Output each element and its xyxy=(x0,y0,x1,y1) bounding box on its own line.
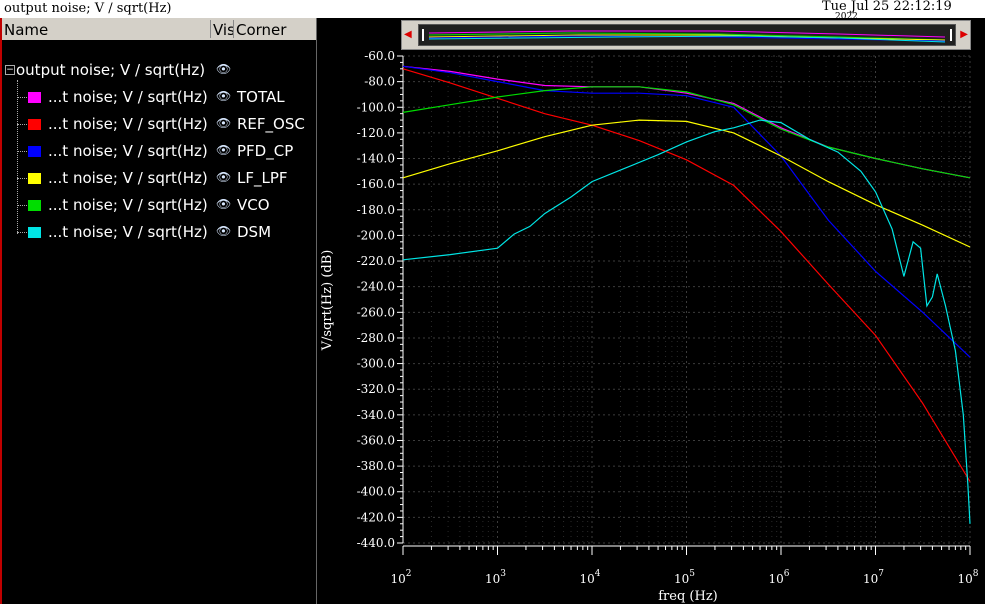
tree-branch xyxy=(17,178,29,179)
tree-branch xyxy=(17,97,29,98)
series-line-pfd_cp xyxy=(402,65,971,358)
group-label: output noise; V / sqrt(Hz) xyxy=(16,61,206,79)
legend-item-corner: TOTAL xyxy=(237,88,285,106)
legend-item-label[interactable]: ...t noise; V / sqrt(Hz) xyxy=(48,115,208,133)
legend-item-label[interactable]: ...t noise; V / sqrt(Hz) xyxy=(48,169,208,187)
y-tick-label: -420.0 xyxy=(357,510,395,524)
series-color-swatch xyxy=(28,173,41,184)
overview-scrollbar[interactable]: ◀ ▶ xyxy=(401,20,971,50)
legend-item-corner: DSM xyxy=(237,223,272,241)
scroll-right-arrow-icon[interactable]: ▶ xyxy=(960,29,968,40)
y-tick-label: -240.0 xyxy=(357,280,395,294)
series-line-dsm xyxy=(402,119,971,524)
x-axis-label: freq (Hz) xyxy=(658,589,718,604)
y-tick-label: -280.0 xyxy=(357,331,395,345)
y-tick-label: -100.0 xyxy=(357,100,395,114)
legend-item-corner: PFD_CP xyxy=(237,142,294,160)
series-color-swatch xyxy=(28,200,41,211)
series-color-swatch xyxy=(28,146,41,157)
visibility-eye-icon[interactable]: 👁 xyxy=(216,224,232,238)
year-label: 2022 xyxy=(835,12,858,18)
legend-item-label[interactable]: ...t noise; V / sqrt(Hz) xyxy=(48,223,208,241)
y-tick-label: -320.0 xyxy=(357,382,395,396)
y-tick-label: -260.0 xyxy=(357,305,395,319)
datetime-label: Tue Jul 25 22:12:19 xyxy=(822,0,952,14)
window-title: output noise; V / sqrt(Hz) xyxy=(4,1,172,16)
y-tick-label: -120.0 xyxy=(357,126,395,140)
legend-header: Name Vis Corner xyxy=(2,18,316,40)
legend-item-label[interactable]: ...t noise; V / sqrt(Hz) xyxy=(48,88,208,106)
y-tick-label: -340.0 xyxy=(357,408,395,422)
overview-trace xyxy=(428,30,946,38)
x-tick-label: 102 xyxy=(390,569,411,586)
overview-preview xyxy=(422,29,952,43)
x-tick-label: 108 xyxy=(957,569,978,586)
series-line-lf_lpf xyxy=(402,119,971,248)
series-line-total xyxy=(402,65,971,179)
title-bar: output noise; V / sqrt(Hz) Tue Jul 25 22… xyxy=(0,0,985,18)
x-tick-label: 106 xyxy=(768,569,789,586)
overview-trace xyxy=(428,35,946,43)
tree-branch xyxy=(17,205,29,206)
overview-thumb[interactable] xyxy=(418,24,956,46)
tree-branch xyxy=(17,151,29,152)
legend-panel: Name Vis Corner − output noise; V / sqrt… xyxy=(2,18,317,604)
column-separator[interactable] xyxy=(233,20,234,38)
x-tick-label: 104 xyxy=(579,569,600,586)
x-tick-label: 105 xyxy=(674,569,695,586)
series-color-swatch xyxy=(28,92,41,103)
y-tick-label: -60.0 xyxy=(364,49,395,63)
chart-series xyxy=(402,65,971,524)
scroll-left-arrow-icon[interactable]: ◀ xyxy=(404,29,412,40)
chart-axes: -60.0 -80.0 -100.0 -120.0 -140.0 -160.0 -180.0… xyxy=(357,49,979,586)
visibility-eye-icon[interactable]: 👁 xyxy=(216,116,232,130)
visibility-eye-icon[interactable]: 👁 xyxy=(216,197,232,211)
legend-item-label[interactable]: ...t noise; V / sqrt(Hz) xyxy=(48,196,208,214)
column-corner[interactable]: Corner xyxy=(236,21,287,39)
y-tick-label: -80.0 xyxy=(364,75,395,89)
window-border xyxy=(0,18,2,604)
legend-item-corner: VCO xyxy=(237,196,270,214)
column-name[interactable]: Name xyxy=(4,21,49,39)
y-tick-label: -220.0 xyxy=(357,254,395,268)
legend-item-label[interactable]: ...t noise; V / sqrt(Hz) xyxy=(48,142,208,160)
legend-item-corner: REF_OSC xyxy=(237,115,305,133)
y-tick-label: -140.0 xyxy=(357,152,395,166)
chart-grid xyxy=(402,55,971,544)
legend-item-corner: LF_LPF xyxy=(237,169,288,187)
visibility-eye-icon[interactable]: 👁 xyxy=(216,62,232,76)
y-tick-label: -160.0 xyxy=(357,177,395,191)
group-row[interactable]: output noise; V / sqrt(Hz) xyxy=(16,59,205,81)
series-line-vco xyxy=(402,86,971,179)
collapse-toggle-icon[interactable]: − xyxy=(5,65,15,75)
y-tick-label: -300.0 xyxy=(357,357,395,371)
tree-branch xyxy=(17,232,29,233)
y-tick-label: -200.0 xyxy=(357,228,395,242)
column-vis[interactable]: Vis xyxy=(213,21,233,39)
tree-connector xyxy=(17,80,18,234)
x-tick-label: 103 xyxy=(485,569,506,586)
visibility-eye-icon[interactable]: 👁 xyxy=(216,170,232,184)
overview-trace xyxy=(428,34,946,41)
y-tick-label: -400.0 xyxy=(357,485,395,499)
series-color-swatch xyxy=(28,119,41,130)
tree-branch xyxy=(17,124,29,125)
y-tick-label: -360.0 xyxy=(357,433,395,447)
y-axis-label: V/sqrt(Hz) (dB) xyxy=(320,250,335,352)
y-tick-label: -180.0 xyxy=(357,203,395,217)
column-separator[interactable] xyxy=(210,20,211,38)
overview-trace xyxy=(428,32,946,41)
series-color-swatch xyxy=(28,227,41,238)
y-tick-label: -440.0 xyxy=(357,536,395,550)
visibility-eye-icon[interactable]: 👁 xyxy=(216,143,232,157)
series-line-ref_osc xyxy=(402,68,971,482)
visibility-eye-icon[interactable]: 👁 xyxy=(216,89,232,103)
y-tick-label: -380.0 xyxy=(357,459,395,473)
x-tick-label: 107 xyxy=(863,569,884,586)
